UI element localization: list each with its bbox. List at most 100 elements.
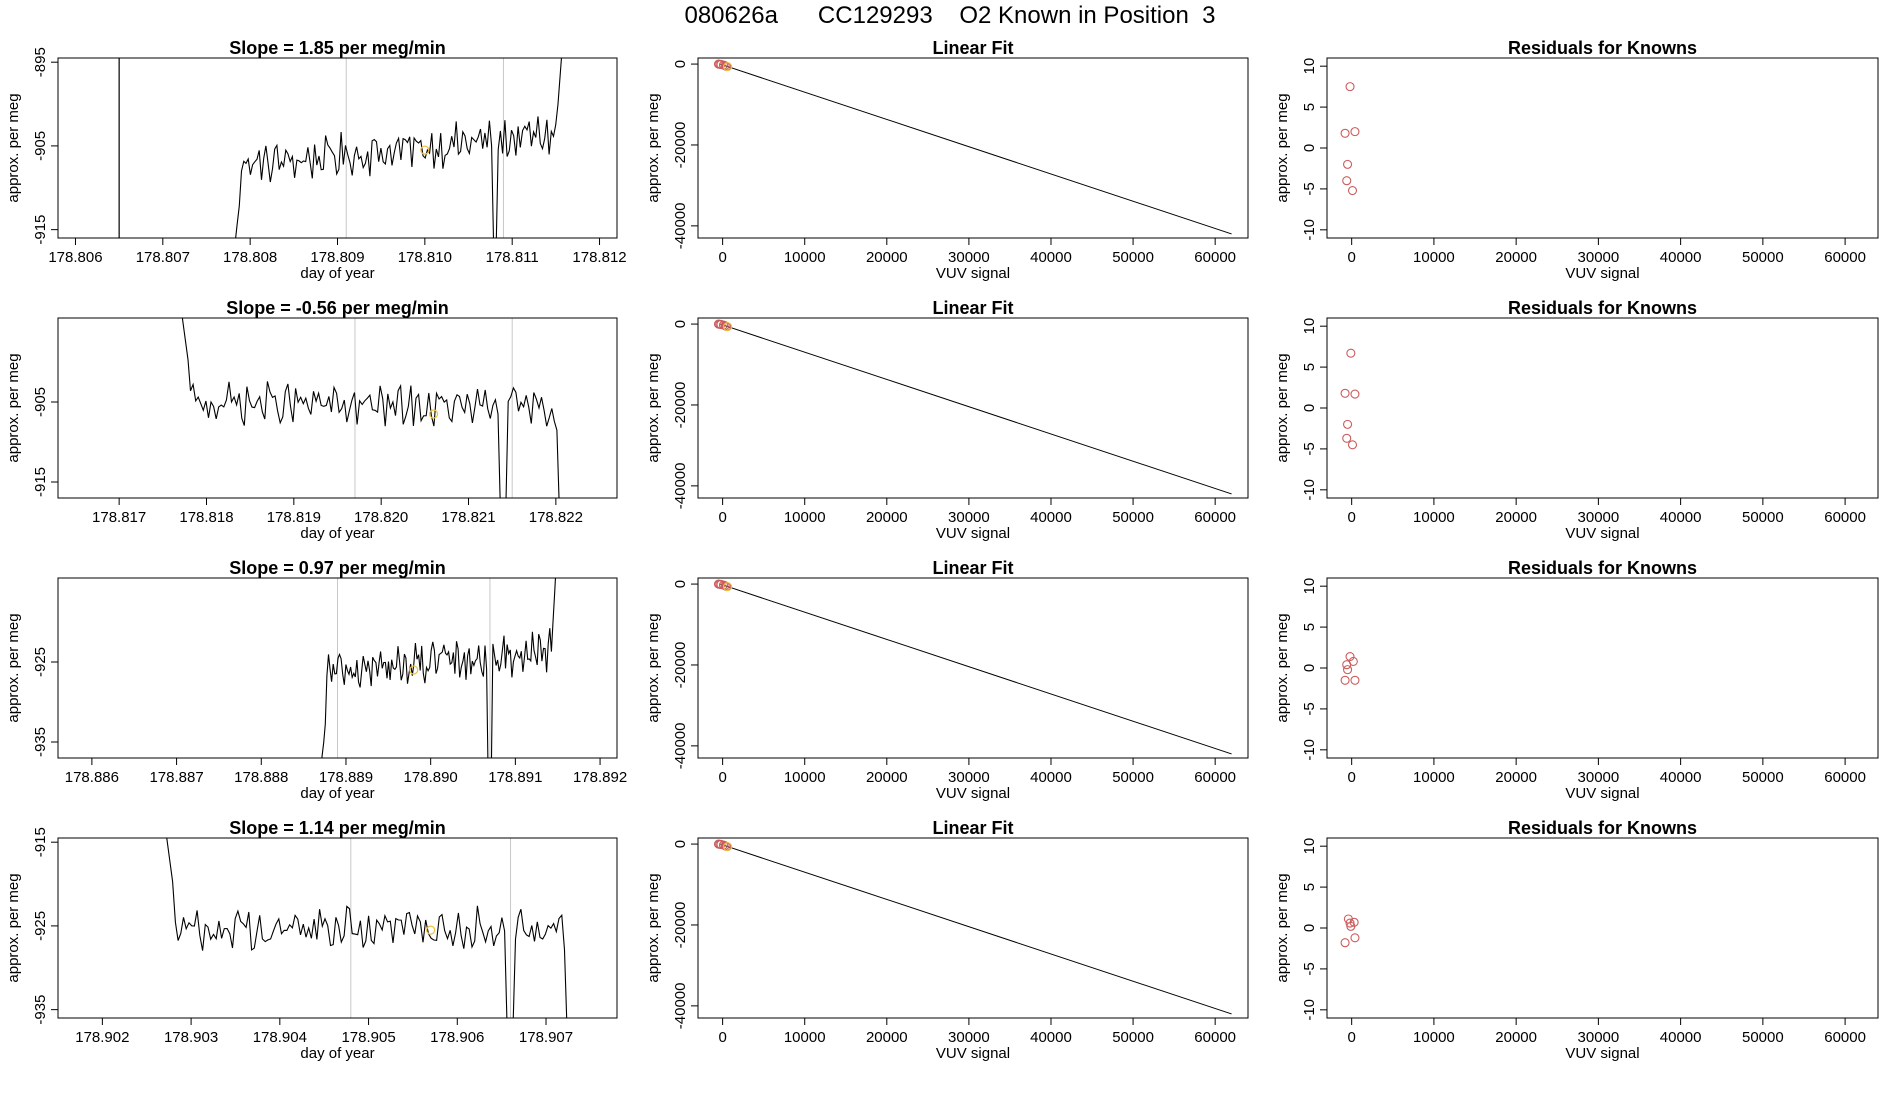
- x-tick-label: 0: [718, 1029, 726, 1046]
- x-tick-label: 30000: [948, 769, 990, 786]
- chart-title: Linear Fit: [932, 818, 1013, 838]
- y-tick-label: -915: [32, 827, 49, 857]
- x-tick-label: 178.903: [164, 1029, 218, 1046]
- x-tick-label: 40000: [1660, 249, 1702, 266]
- y-tick-label: -40000: [672, 463, 689, 510]
- x-tick-label: 10000: [1413, 1029, 1455, 1046]
- y-tick-label: 5: [1301, 883, 1318, 891]
- x-tick-label: 0: [1347, 509, 1355, 526]
- data-point: [1345, 651, 1355, 662]
- known-marker: [723, 842, 733, 852]
- x-tick-label: 50000: [1112, 509, 1154, 526]
- x-tick-label: 178.810: [398, 249, 452, 266]
- y-tick-label: -5: [1301, 702, 1318, 715]
- plot-frame: [57, 317, 618, 499]
- x-tick-label: 30000: [948, 509, 990, 526]
- chart-title: Linear Fit: [932, 558, 1013, 578]
- x-tick-label: 20000: [1495, 249, 1537, 266]
- plot-frame: [1326, 577, 1879, 759]
- x-tick-label: 178.907: [519, 1029, 573, 1046]
- x-tick-label: 178.888: [234, 769, 288, 786]
- data-point: [1343, 159, 1353, 169]
- y-axis-label: approx. per meg: [1274, 353, 1291, 462]
- known-marker: [723, 322, 733, 332]
- chart-title: Linear Fit: [932, 38, 1013, 58]
- plot-area: [713, 579, 1232, 755]
- x-axis-label: day of year: [300, 785, 374, 802]
- x-tick-label: 20000: [1495, 509, 1537, 526]
- x-tick-label: 178.819: [267, 509, 321, 526]
- x-tick-label: 20000: [866, 769, 908, 786]
- y-axis-label: approx. per meg: [645, 353, 662, 462]
- x-tick-label: 178.820: [354, 509, 408, 526]
- x-tick-label: 40000: [1030, 769, 1072, 786]
- y-tick-label: 0: [1301, 144, 1318, 152]
- plot-area: [1340, 348, 1360, 450]
- chart-time-4: Slope = 1.14 per meg/min 178.902 178.903 17…: [5, 818, 618, 1062]
- chart-title: Slope = 1.85 per meg/min: [229, 38, 446, 58]
- y-axis-label: approx. per meg: [1274, 873, 1291, 982]
- plot-area: [713, 59, 1232, 235]
- x-tick-label: 0: [1347, 769, 1355, 786]
- y-tick-label: 0: [1301, 924, 1318, 932]
- data-point: [1347, 185, 1358, 196]
- known-marker: [409, 665, 419, 675]
- chart-title: Residuals for Knowns: [1508, 38, 1697, 58]
- y-tick-label: -40000: [672, 983, 689, 1030]
- x-tick-label: 10000: [1413, 249, 1455, 266]
- plot-area: [1340, 82, 1360, 196]
- x-tick-label: 20000: [1495, 769, 1537, 786]
- plot-frame: [697, 317, 1249, 499]
- plot-frame: [697, 57, 1249, 239]
- y-axis-label: approx. per meg: [645, 93, 662, 202]
- chart-fit-4: Linear Fit 0 10000 20000 30000 40000 50000 6000…: [645, 818, 1249, 1062]
- y-tick-label: -905: [32, 387, 49, 417]
- x-tick-label: 178.818: [179, 509, 233, 526]
- x-tick-label: 10000: [1413, 509, 1455, 526]
- y-tick-label: -10: [1301, 479, 1318, 501]
- x-tick-label: 178.902: [75, 1029, 129, 1046]
- x-tick-label: 20000: [866, 249, 908, 266]
- x-tick-label: 50000: [1742, 1029, 1784, 1046]
- x-axis-label: VUV signal: [1565, 265, 1639, 282]
- chart-time-2: Slope = -0.56 per meg/min 178.817 178.818 1…: [5, 298, 618, 542]
- chart-title: Slope = -0.56 per meg/min: [226, 298, 449, 318]
- y-tick-label: -10: [1301, 739, 1318, 761]
- data-point: [1343, 665, 1353, 675]
- chart-time-1: Slope = 1.85 per meg/min 178.806 178.807 17…: [5, 38, 627, 282]
- x-tick-label: 30000: [1578, 1029, 1620, 1046]
- x-tick-label: 30000: [1578, 769, 1620, 786]
- x-tick-label: 178.809: [310, 249, 364, 266]
- signal-trace: [166, 838, 568, 1018]
- plot-frame: [57, 837, 618, 1019]
- x-tick-label: 60000: [1194, 509, 1236, 526]
- x-tick-label: 60000: [1194, 769, 1236, 786]
- plot-frame: [1326, 317, 1879, 499]
- data-point: [1350, 933, 1360, 943]
- x-tick-label: 40000: [1030, 509, 1072, 526]
- y-tick-label: -915: [32, 467, 49, 497]
- y-tick-label: -5: [1301, 962, 1318, 975]
- y-tick-label: 0: [672, 320, 689, 328]
- y-tick-label: 0: [672, 60, 689, 68]
- chart-resid-1: Residuals for Knowns 0 10000 20000 30000 4000…: [1274, 38, 1879, 282]
- x-tick-label: 30000: [948, 249, 990, 266]
- y-tick-label: 0: [1301, 664, 1318, 672]
- chart-resid-4: Residuals for Knowns 0 10000 20000 30000 4000…: [1274, 818, 1879, 1062]
- x-tick-label: 20000: [866, 509, 908, 526]
- data-point: [1343, 419, 1353, 429]
- x-tick-label: 178.817: [92, 509, 146, 526]
- x-tick-label: 40000: [1660, 769, 1702, 786]
- y-tick-label: 0: [672, 580, 689, 588]
- y-tick-label: -10: [1301, 219, 1318, 241]
- plot-frame: [697, 577, 1249, 759]
- plot-area: [1340, 914, 1360, 948]
- x-tick-label: 50000: [1742, 249, 1784, 266]
- y-axis-label: approx. per meg: [1274, 93, 1291, 202]
- chart-resid-2: Residuals for Knowns 0 10000 20000 30000 4000…: [1274, 298, 1879, 542]
- y-tick-label: 10: [1301, 838, 1318, 855]
- y-tick-label: -935: [32, 995, 49, 1025]
- known-marker: [428, 409, 439, 419]
- plot-frame: [697, 837, 1249, 1019]
- data-point: [1347, 440, 1358, 450]
